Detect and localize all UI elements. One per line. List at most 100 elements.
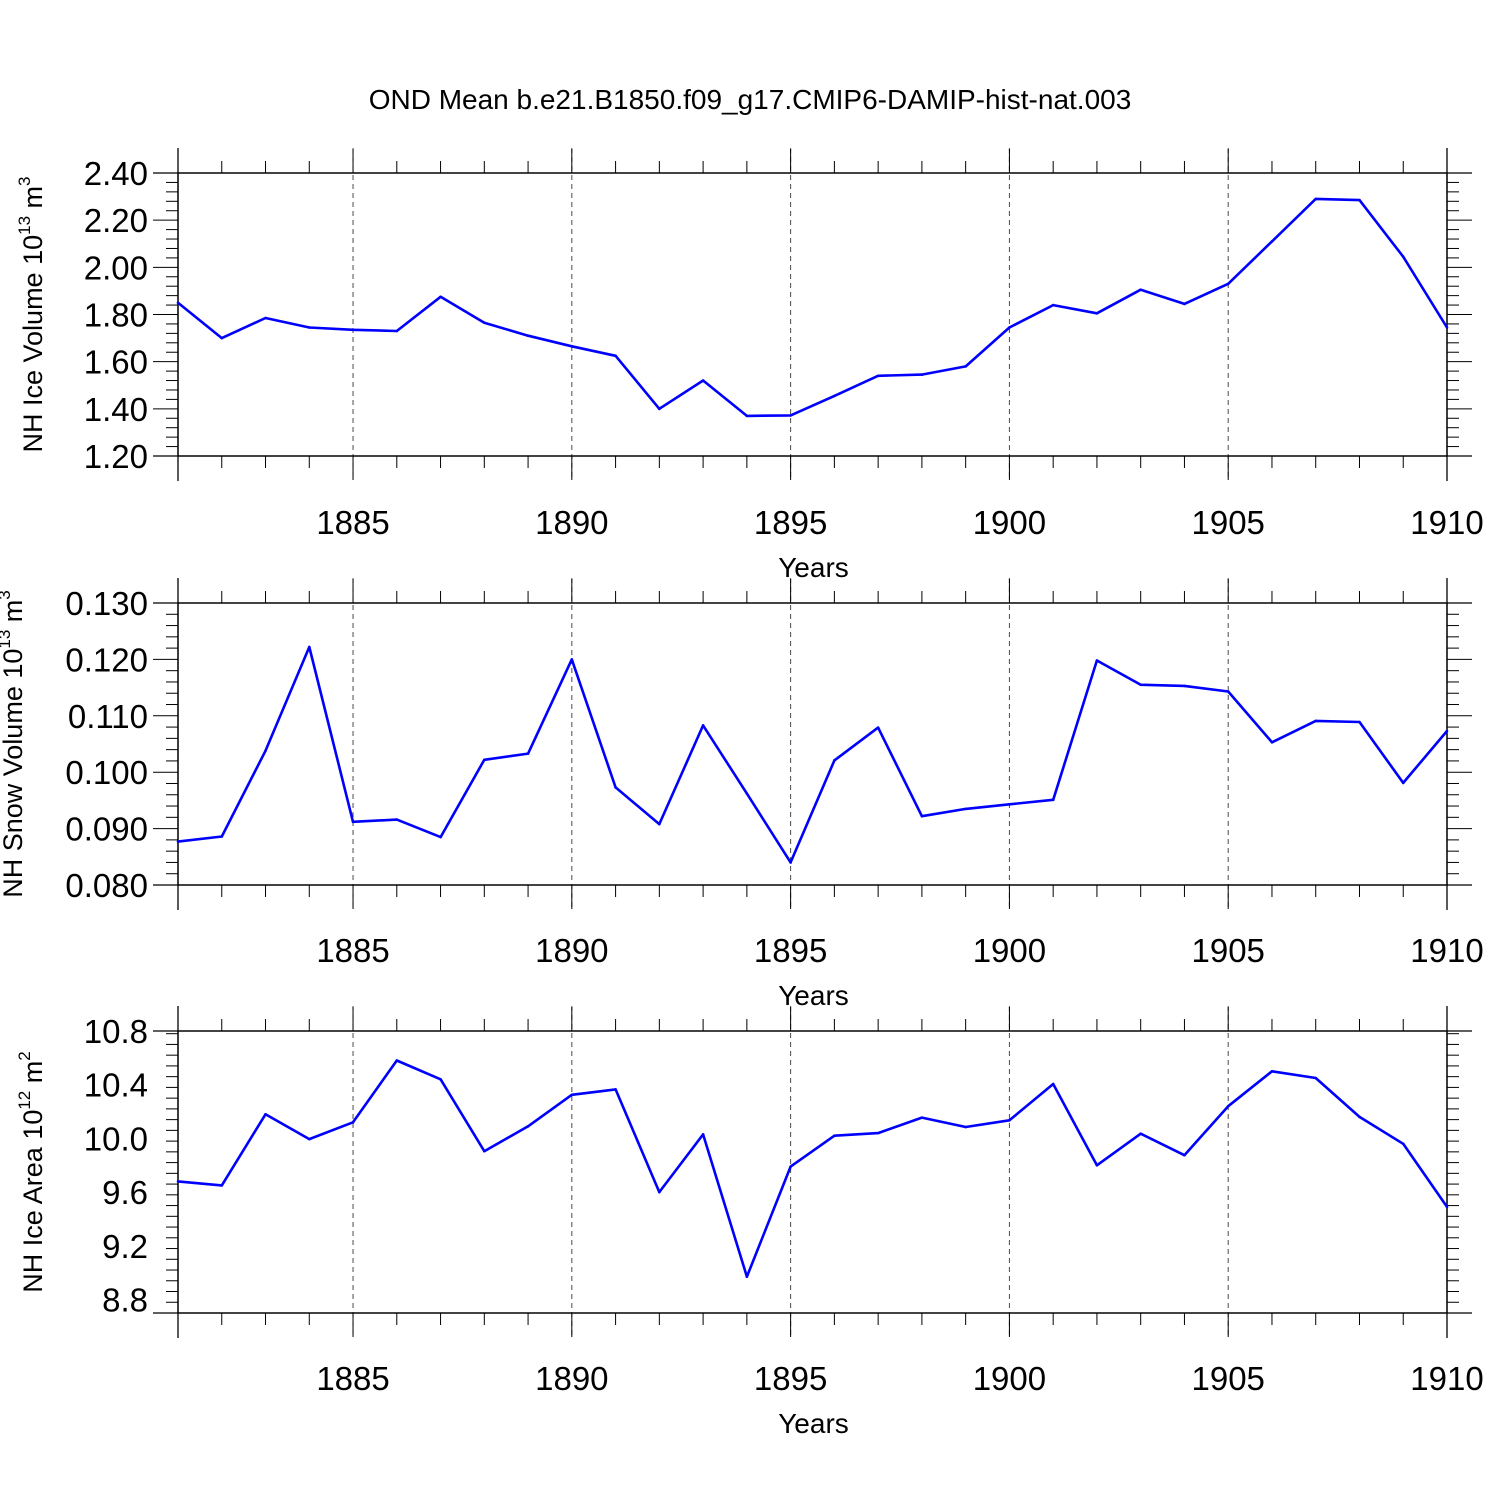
y-tick-label: 1.40 xyxy=(84,391,148,428)
data-point xyxy=(920,373,924,376)
x-tick-label: 1890 xyxy=(535,504,608,541)
x-tick-label: 1905 xyxy=(1191,1360,1264,1397)
y-tick-label: 2.00 xyxy=(84,249,148,286)
x-axis-label: Years xyxy=(778,552,849,583)
series-line xyxy=(177,1059,1449,1278)
data-point xyxy=(395,329,399,333)
data-point xyxy=(1139,1132,1142,1136)
y-tick-label: 1.20 xyxy=(84,438,148,475)
data-point xyxy=(1008,326,1011,329)
panel-3: 8.8 9.2 9.6 10.0 10.4 10.8 1885 1890 1895 1900 190… xyxy=(15,1006,1484,1439)
data-point xyxy=(614,786,617,789)
data-point xyxy=(526,752,530,755)
y-tick-label: 1.80 xyxy=(84,297,148,334)
data-point xyxy=(1183,1153,1186,1157)
data-point xyxy=(1051,798,1055,802)
data-point xyxy=(920,1116,924,1119)
y-tick-label: 9.2 xyxy=(102,1228,148,1265)
data-point xyxy=(745,792,749,795)
data-point xyxy=(1270,1069,1274,1073)
data-point xyxy=(876,1131,880,1135)
x-tick-label: 1905 xyxy=(1191,504,1264,541)
x-tick-label: 1910 xyxy=(1410,1360,1483,1397)
data-point xyxy=(964,807,967,811)
data-point xyxy=(833,394,836,398)
x-tick-label: 1895 xyxy=(754,1360,827,1397)
x-tick-label: 1885 xyxy=(316,504,389,541)
plot-frame xyxy=(177,1030,1448,1314)
data-point xyxy=(1095,1163,1099,1167)
data-point xyxy=(789,861,792,864)
y-tick-label: 2.40 xyxy=(84,155,148,192)
data-point xyxy=(439,1078,442,1081)
data-point xyxy=(1445,1205,1449,1209)
data-point xyxy=(701,724,705,727)
data-point xyxy=(220,1184,224,1187)
x-tick-label: 1895 xyxy=(754,504,827,541)
y-tick-label: 2.20 xyxy=(84,202,148,239)
data-point xyxy=(833,759,836,762)
x-tick-label: 1900 xyxy=(973,1360,1046,1397)
data-point xyxy=(483,1149,486,1153)
data-point xyxy=(570,1093,574,1097)
data-point xyxy=(264,1112,267,1116)
data-point xyxy=(570,658,574,661)
data-point xyxy=(439,835,442,839)
data-point xyxy=(964,365,967,368)
data-point xyxy=(1051,303,1055,307)
data-point xyxy=(745,414,749,418)
data-point xyxy=(1051,1082,1055,1086)
data-point xyxy=(1401,255,1405,259)
data-point xyxy=(876,726,880,729)
data-point xyxy=(176,1180,180,1183)
data-point xyxy=(1270,741,1274,744)
data-point xyxy=(1183,684,1186,688)
y-tick-label: 8.8 xyxy=(102,1282,148,1319)
x-tick-label: 1885 xyxy=(316,932,389,969)
figure-title: OND Mean b.e21.B1850.f09_g17.CMIP6-DAMIP… xyxy=(368,84,1132,115)
series-line xyxy=(177,197,1449,418)
data-point xyxy=(1226,282,1230,286)
data-point xyxy=(526,1125,530,1128)
data-point xyxy=(1314,719,1318,723)
data-point xyxy=(351,1121,355,1124)
data-point xyxy=(1008,803,1011,806)
data-point xyxy=(1226,690,1230,693)
data-point xyxy=(789,414,792,417)
data-point xyxy=(789,1165,792,1168)
data-point xyxy=(1358,198,1361,202)
data-point xyxy=(1095,312,1099,315)
data-point xyxy=(964,1125,967,1129)
data-point xyxy=(1095,659,1099,662)
y-tick-label: 0.110 xyxy=(68,698,148,735)
data-point xyxy=(220,336,224,340)
data-point xyxy=(220,835,224,838)
x-tick-label: 1900 xyxy=(973,504,1046,541)
data-point xyxy=(264,316,267,320)
x-tick-label: 1905 xyxy=(1191,932,1264,969)
data-point xyxy=(1445,729,1449,733)
data-point xyxy=(658,822,661,826)
data-point xyxy=(395,818,399,821)
data-point xyxy=(1445,326,1449,329)
data-point xyxy=(614,1088,617,1091)
data-point xyxy=(1270,240,1274,243)
data-point xyxy=(1401,1142,1405,1146)
y-axis-label: NH Ice Volume 1013 m3 xyxy=(15,177,48,453)
data-point xyxy=(439,295,442,299)
data-point xyxy=(264,749,267,753)
data-point xyxy=(1358,1115,1361,1119)
x-tick-label: 1890 xyxy=(535,932,608,969)
data-point xyxy=(701,1133,705,1136)
data-point xyxy=(1139,288,1142,292)
data-point xyxy=(176,301,180,305)
y-tick-label: 0.120 xyxy=(65,641,148,678)
x-tick-label: 1900 xyxy=(973,932,1046,969)
y-axis-label: NH Ice Area 1012 m2 xyxy=(15,1051,48,1292)
x-tick-label: 1885 xyxy=(316,1360,389,1397)
data-point xyxy=(920,814,924,818)
data-point xyxy=(658,1190,661,1194)
data-point xyxy=(307,645,311,649)
data-point xyxy=(614,354,617,358)
